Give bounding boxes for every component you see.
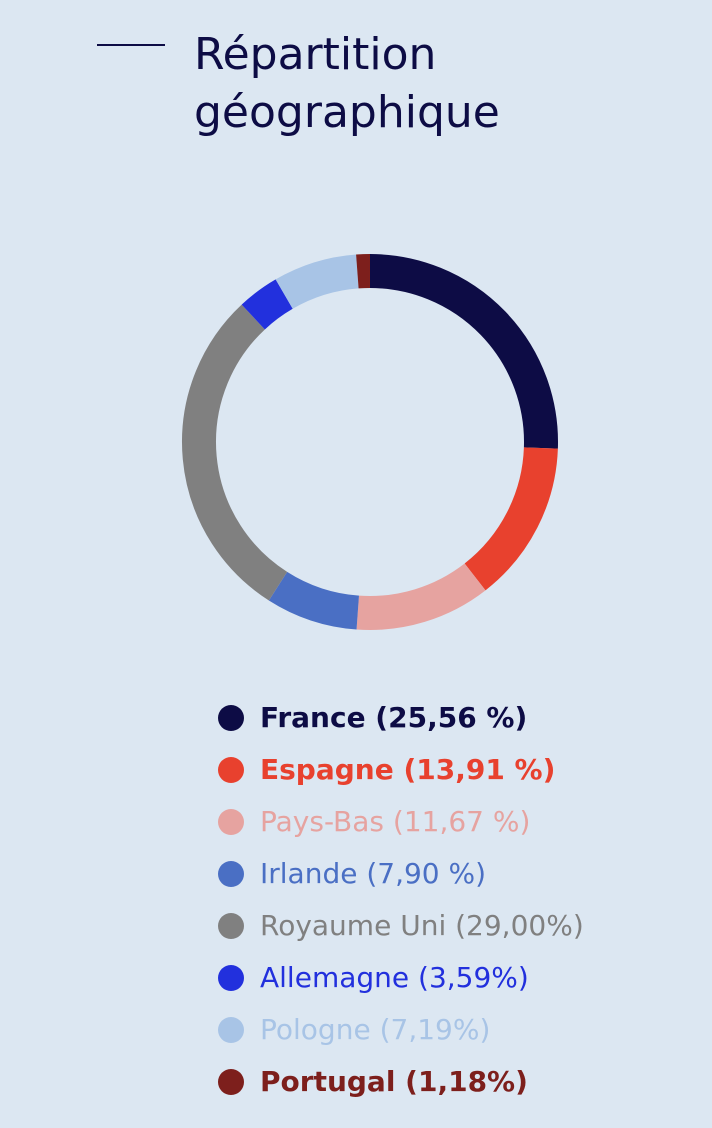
legend-dot-pays-bas	[218, 809, 244, 835]
chart-legend: France (25,56 %) Espagne (13,91 %) Pays-Ba…	[218, 692, 584, 1108]
chart-title-line-2: géographique	[194, 87, 500, 138]
legend-label-france: France (25,56 %)	[260, 701, 528, 734]
legend-label-pays-bas: Pays-Bas (11,67 %)	[260, 805, 531, 838]
title-rule	[97, 44, 165, 46]
chart-title: Répartition géographique	[194, 26, 500, 142]
donut-slice-france	[369, 254, 558, 449]
legend-item-portugal: Portugal (1,18%)	[218, 1056, 584, 1108]
chart-title-line-1: Répartition	[194, 29, 437, 80]
legend-item-royaume-uni: Royaume Uni (29,00%)	[218, 900, 584, 952]
legend-label-pologne: Pologne (7,19%)	[260, 1013, 491, 1046]
legend-dot-france	[218, 705, 244, 731]
legend-item-irlande: Irlande (7,90 %)	[218, 848, 584, 900]
legend-dot-espagne	[218, 757, 244, 783]
legend-dot-portugal	[218, 1069, 244, 1095]
legend-dot-allemagne	[218, 965, 244, 991]
donut-chart	[182, 254, 558, 630]
donut-slice-irlande	[268, 571, 360, 630]
legend-label-allemagne: Allemagne (3,59%)	[260, 961, 529, 994]
donut-slice-pologne	[275, 254, 359, 310]
legend-dot-royaume-uni	[218, 913, 244, 939]
legend-item-pologne: Pologne (7,19%)	[218, 1004, 584, 1056]
donut-slices	[182, 254, 558, 630]
legend-label-royaume-uni: Royaume Uni (29,00%)	[260, 909, 584, 942]
donut-slice-pays-bas	[356, 563, 486, 630]
legend-dot-pologne	[218, 1017, 244, 1043]
donut-slice-espagne	[464, 447, 558, 591]
donut-slice-allemagne	[241, 279, 294, 330]
legend-label-espagne: Espagne (13,91 %)	[260, 753, 556, 786]
legend-item-pays-bas: Pays-Bas (11,67 %)	[218, 796, 584, 848]
legend-label-portugal: Portugal (1,18%)	[260, 1065, 528, 1098]
legend-dot-irlande	[218, 861, 244, 887]
legend-item-espagne: Espagne (13,91 %)	[218, 744, 584, 796]
legend-item-france: France (25,56 %)	[218, 692, 584, 744]
legend-label-irlande: Irlande (7,90 %)	[260, 857, 487, 890]
legend-item-allemagne: Allemagne (3,59%)	[218, 952, 584, 1004]
donut-slice-royaume-uni	[182, 304, 288, 601]
